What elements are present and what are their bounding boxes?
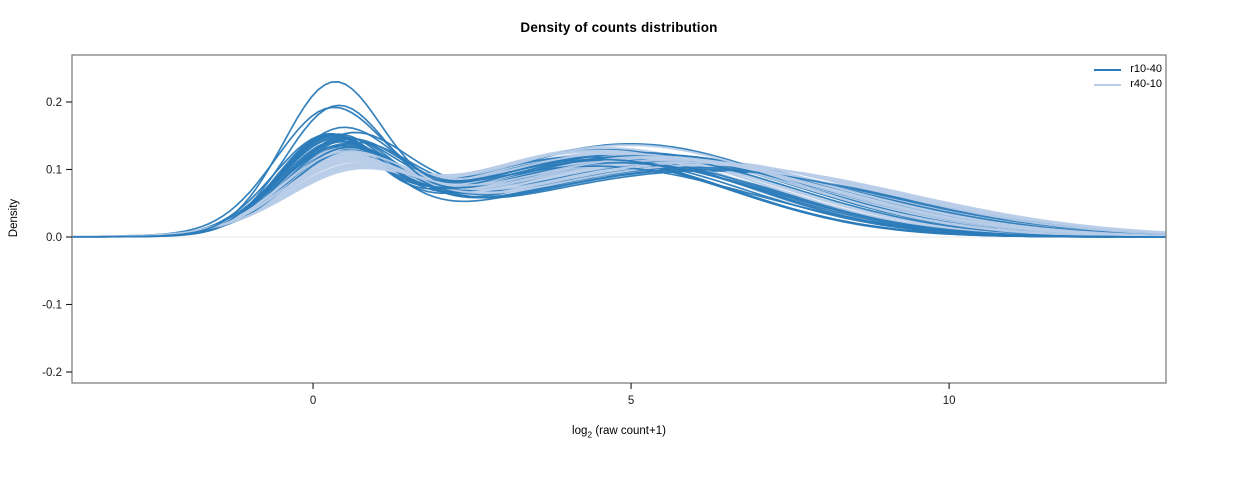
density-curve-r10-40 [72,139,1166,238]
legend-label: r40-10 [1130,78,1162,90]
legend-entry-r10-40: r10-40 [1094,63,1162,76]
legend: r10-40 r40-10 [1094,63,1162,91]
y-axis-label: Density [8,198,20,238]
x-tick-label: 0 [310,395,316,407]
legend-line-swatch-dark [1094,68,1122,71]
x-tick-label: 5 [628,395,634,407]
density-curve-r10-40 [72,104,1166,238]
x-tick-label: 10 [943,395,956,407]
density-curve-r40-10 [72,144,1166,238]
density-curve-r10-40 [72,81,1166,238]
x-axis-label: log2 (raw count+1) [72,425,1166,439]
y-tick-label: -0.2 [42,367,62,379]
x-axis-label-rest: (raw count+1) [592,425,666,437]
y-tick-label: -0.1 [42,299,62,311]
chart-title: Density of counts distribution [520,20,718,35]
x-axis-label-sub: 2 [587,429,593,440]
legend-entry-r40-10: r40-10 [1094,78,1162,91]
legend-label: r10-40 [1130,63,1162,75]
density-curves [72,81,1166,238]
y-tick-label: 0.0 [46,232,62,244]
x-axis-label-base: log [572,425,588,437]
y-tick-label: 0.1 [46,164,62,176]
legend-line-swatch-light [1094,83,1122,86]
density-curve-r40-10 [72,161,1166,238]
y-tick-label: 0.2 [46,97,62,109]
plot-border [71,54,1167,384]
density-curve-r10-40 [72,149,1166,238]
